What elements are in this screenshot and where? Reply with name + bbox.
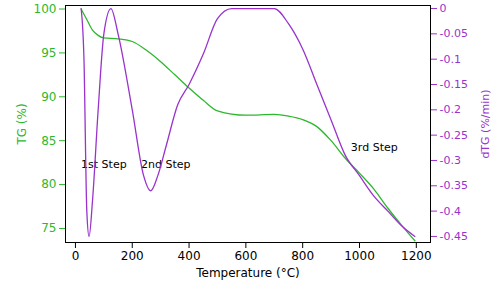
svg-text:Temperature (°C): Temperature (°C) xyxy=(195,266,300,280)
svg-text:90: 90 xyxy=(41,90,56,104)
svg-text:400: 400 xyxy=(178,249,201,263)
svg-text:-0.15: -0.15 xyxy=(440,78,468,91)
svg-text:-0.45: -0.45 xyxy=(440,230,468,243)
svg-text:-0.25: -0.25 xyxy=(440,129,468,142)
svg-text:-0.2: -0.2 xyxy=(440,103,461,116)
svg-text:3rd Step: 3rd Step xyxy=(351,141,398,154)
svg-text:-0.1: -0.1 xyxy=(440,53,461,66)
svg-text:800: 800 xyxy=(291,249,314,263)
svg-text:95: 95 xyxy=(41,46,56,60)
svg-text:-0.3: -0.3 xyxy=(440,154,461,167)
svg-text:200: 200 xyxy=(121,249,144,263)
svg-text:-0.35: -0.35 xyxy=(440,179,468,192)
svg-text:-0.05: -0.05 xyxy=(440,27,468,40)
svg-text:80: 80 xyxy=(41,177,56,191)
svg-text:0: 0 xyxy=(440,2,447,15)
svg-text:dTG (%/min): dTG (%/min) xyxy=(479,89,492,158)
svg-text:-0.4: -0.4 xyxy=(440,205,461,218)
svg-text:100: 100 xyxy=(34,2,57,16)
svg-text:1000: 1000 xyxy=(344,249,375,263)
svg-text:85: 85 xyxy=(41,134,56,148)
svg-text:75: 75 xyxy=(41,221,56,235)
svg-text:2nd Step: 2nd Step xyxy=(141,158,191,171)
svg-text:1st Step: 1st Step xyxy=(81,158,127,171)
svg-text:1200: 1200 xyxy=(401,249,432,263)
svg-text:0: 0 xyxy=(72,249,80,263)
svg-text:TG (%): TG (%) xyxy=(15,103,29,145)
svg-text:600: 600 xyxy=(234,249,257,263)
